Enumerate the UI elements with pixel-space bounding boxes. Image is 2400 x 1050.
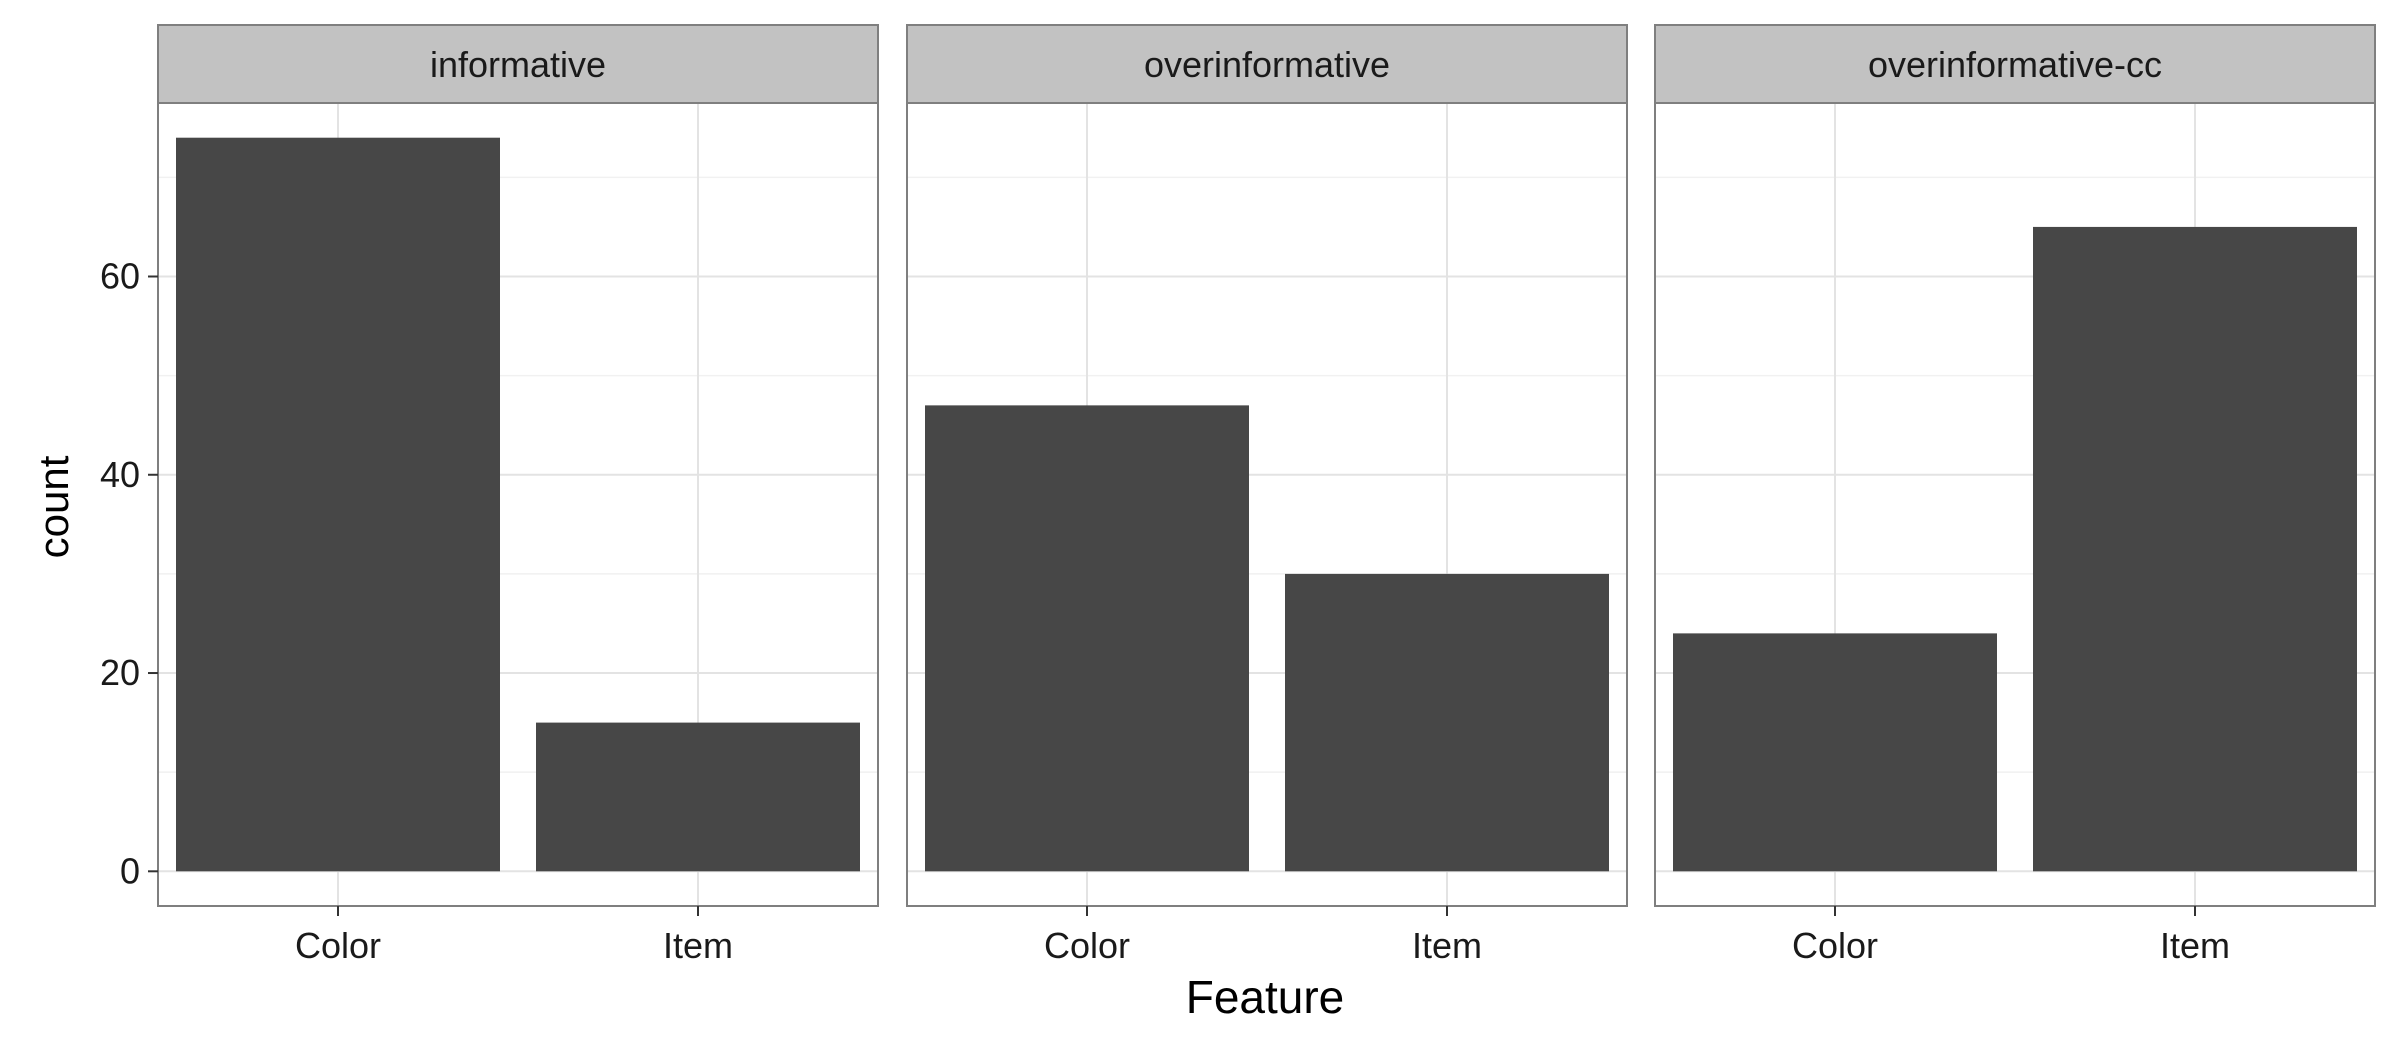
y-axis-title: count [30, 455, 77, 558]
x-tick-label: Item [663, 925, 733, 966]
bar-item [1285, 573, 1609, 872]
x-tick-label: Color [1044, 925, 1130, 966]
x-axis-title: Feature [1186, 971, 1345, 1023]
bar-color [925, 405, 1249, 872]
x-tick-label: Item [2160, 925, 2230, 966]
bar-item [2033, 226, 2357, 872]
facet-panel: overinformative-cc Color Item [1654, 24, 2376, 966]
facet-strip-label: overinformative-cc [1868, 44, 2162, 85]
bar-item [536, 722, 860, 872]
facet-panels: informative Color Item overinformative Color… [157, 24, 2376, 966]
bar-color [1673, 633, 1997, 872]
panel-border [906, 102, 1628, 907]
x-tick-label: Color [1792, 925, 1878, 966]
facet-strip [1654, 24, 2376, 104]
facet-strip [906, 24, 1628, 104]
y-tick-label: 20 [100, 652, 140, 693]
x-tick-label: Color [295, 925, 381, 966]
facet-panel: informative Color Item [157, 24, 879, 966]
facet-strip-label: overinformative [1144, 44, 1390, 85]
facet-strip-label: informative [430, 44, 606, 85]
y-axis: 0 20 40 60 [100, 255, 158, 891]
y-tick-label: 60 [100, 255, 140, 296]
panel-border [1654, 102, 2376, 907]
facet-panel: overinformative Color Item [906, 24, 1628, 966]
facet-strip [157, 24, 879, 104]
x-tick-label: Item [1412, 925, 1482, 966]
y-tick-label: 0 [120, 850, 140, 891]
y-tick-label: 40 [100, 454, 140, 495]
panel-border [157, 102, 879, 907]
bar-color [176, 137, 500, 872]
